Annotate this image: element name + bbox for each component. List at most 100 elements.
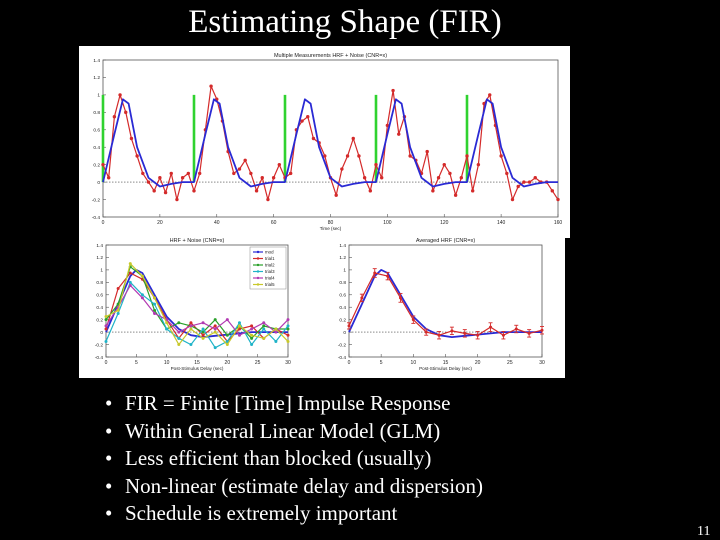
data-point bbox=[116, 311, 120, 315]
y-tick-label: 0.4 bbox=[339, 305, 346, 311]
data-point bbox=[442, 162, 446, 167]
data-point bbox=[250, 343, 254, 347]
data-point bbox=[250, 336, 254, 340]
y-tick-label: 0.2 bbox=[96, 317, 103, 323]
data-point bbox=[262, 336, 266, 340]
y-tick-label: 0.8 bbox=[96, 280, 103, 286]
data-point bbox=[340, 167, 344, 171]
data-point bbox=[153, 296, 157, 300]
fir-figure-svg: Multiple Measurements HRF + Noise (CNR=x… bbox=[92, 53, 570, 378]
data-point bbox=[499, 154, 503, 158]
y-tick-label: 0.2 bbox=[339, 317, 346, 323]
data-point bbox=[459, 176, 464, 180]
y-tick-label: 1 bbox=[343, 268, 346, 274]
data-point bbox=[237, 333, 241, 337]
chart-time-series: Multiple Measurements HRF + Noise (CNR=x… bbox=[92, 53, 563, 231]
data-point bbox=[527, 331, 531, 335]
data-point bbox=[463, 331, 467, 335]
series-line bbox=[105, 263, 289, 346]
y-tick-label: 0 bbox=[100, 330, 103, 336]
data-point bbox=[112, 114, 117, 119]
data-point bbox=[225, 343, 229, 347]
data-point bbox=[334, 193, 338, 197]
x-tick-label: 100 bbox=[383, 220, 392, 226]
data-point bbox=[362, 176, 367, 180]
data-point bbox=[201, 336, 205, 340]
data-point bbox=[189, 327, 193, 331]
data-point bbox=[153, 308, 157, 312]
data-point bbox=[533, 176, 537, 180]
data-point bbox=[165, 321, 169, 325]
data-point bbox=[197, 171, 202, 176]
data-point bbox=[351, 136, 355, 141]
bullet-text: Within General Linear Model (GLM) bbox=[125, 418, 441, 443]
data-point bbox=[286, 333, 290, 337]
bullet-item: • Schedule is extremely important bbox=[105, 500, 483, 528]
data-point bbox=[250, 324, 254, 328]
data-point bbox=[453, 193, 458, 197]
data-point bbox=[213, 346, 217, 350]
data-point bbox=[243, 158, 247, 163]
x-tick-label: 120 bbox=[440, 220, 449, 226]
legend-label: trial1 bbox=[265, 256, 275, 261]
x-tick-label: 10 bbox=[164, 360, 170, 366]
x-tick-label: 0 bbox=[105, 360, 108, 366]
data-point bbox=[140, 274, 144, 278]
data-point bbox=[286, 324, 290, 328]
x-tick-label: 140 bbox=[497, 220, 506, 226]
data-point bbox=[386, 274, 390, 278]
bullet-text: Less efficient than blocked (usually) bbox=[125, 446, 432, 470]
slide-title: Estimating Shape (FIR) bbox=[188, 4, 502, 40]
data-point bbox=[271, 176, 276, 180]
data-point bbox=[379, 176, 384, 180]
data-point bbox=[104, 315, 108, 319]
data-point bbox=[385, 123, 390, 128]
data-point bbox=[189, 321, 193, 325]
legend-marker bbox=[256, 263, 260, 267]
x-tick-label: 5 bbox=[380, 360, 383, 366]
data-point bbox=[514, 327, 518, 331]
y-tick-label: 0.4 bbox=[96, 305, 103, 311]
legend-marker bbox=[256, 270, 260, 273]
bullet-item: • Non-linear (estimate delay and dispersi… bbox=[105, 473, 483, 501]
bullet-text: Schedule is extremely important bbox=[125, 501, 398, 525]
x-tick-label: 30 bbox=[285, 360, 291, 366]
x-tick-label: 15 bbox=[194, 360, 200, 366]
legend-label: trial3 bbox=[265, 269, 275, 274]
data-point bbox=[128, 280, 132, 284]
series-line bbox=[102, 98, 558, 188]
data-point bbox=[180, 176, 185, 180]
data-point bbox=[510, 197, 515, 202]
data-point bbox=[189, 343, 193, 347]
data-point bbox=[345, 154, 350, 158]
y-tick-label: 1 bbox=[97, 93, 100, 99]
data-point bbox=[213, 324, 217, 328]
bullet-dot: • bbox=[105, 501, 113, 525]
data-point bbox=[129, 136, 134, 141]
plot-frame bbox=[348, 244, 543, 358]
data-point bbox=[323, 154, 327, 158]
fir-figure: Multiple Measurements HRF + Noise (CNR=x… bbox=[79, 46, 570, 378]
data-point bbox=[140, 293, 144, 297]
y-tick-label: 1.2 bbox=[96, 255, 103, 261]
page-number: 11 bbox=[697, 524, 711, 539]
y-tick-label: 1.2 bbox=[93, 75, 100, 81]
data-point bbox=[146, 180, 151, 184]
y-tick-label: 1.4 bbox=[339, 243, 346, 249]
y-tick-label: 0.2 bbox=[93, 162, 100, 168]
data-point bbox=[116, 287, 120, 291]
data-point bbox=[300, 119, 304, 123]
series-line bbox=[105, 268, 288, 339]
data-point bbox=[116, 308, 120, 312]
x-tick-label: 80 bbox=[328, 220, 334, 226]
data-point bbox=[192, 189, 196, 193]
data-point bbox=[213, 318, 217, 322]
plot-title: Multiple Measurements HRF + Noise (CNR=x… bbox=[274, 53, 387, 59]
plot-frame bbox=[102, 59, 559, 218]
x-axis-label: Time (sec) bbox=[320, 226, 342, 231]
y-tick-label: -0.4 bbox=[338, 355, 347, 361]
data-point bbox=[522, 180, 526, 184]
data-point bbox=[186, 171, 191, 176]
data-point bbox=[101, 162, 105, 167]
bullet-dot: • bbox=[105, 418, 113, 443]
